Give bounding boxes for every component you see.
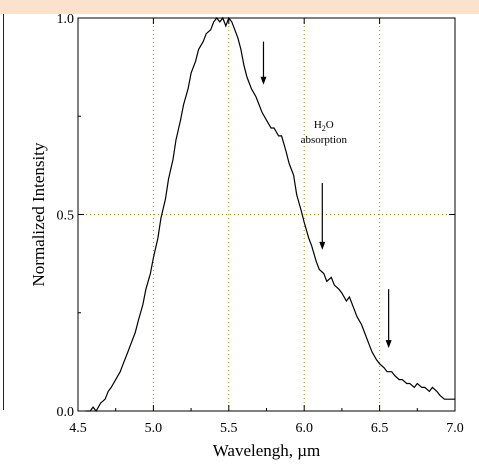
x-tick-label-1: 5.0: [145, 421, 163, 436]
tick-layer: 4.5 5.0 5.5 6.0 6.5 7.0 0.0 0.5 1.0: [57, 12, 464, 436]
x-tick-label-0: 4.5: [69, 421, 87, 436]
x-tick-label-3: 6.0: [295, 421, 313, 436]
series-line-intensity: [85, 16, 455, 413]
y-axis-title: Normalized Intensity: [29, 142, 48, 286]
header-band: [0, 0, 479, 14]
arrow-head-2: [385, 340, 392, 349]
grid-layer: [78, 18, 455, 411]
annotation-absorption: absorption: [301, 134, 348, 146]
left-panel-edge: [0, 14, 4, 410]
arrow-head-1: [319, 241, 326, 250]
x-tick-label-4: 6.5: [371, 421, 389, 436]
x-tick-label-5: 7.0: [446, 421, 464, 436]
x-axis-title: Wavelengh, µm: [213, 441, 321, 460]
x-tick-label-2: 5.5: [220, 421, 238, 436]
y-tick-label-2: 1.0: [57, 12, 75, 27]
arrow-0: [260, 41, 267, 85]
arrow-2: [385, 289, 392, 349]
y-tick-label-0: 0.0: [57, 405, 75, 420]
arrow-1: [319, 183, 326, 250]
arrow-layer: [260, 41, 392, 349]
annotation-h2o: H2O: [314, 119, 334, 133]
y-tick-label-1: 0.5: [57, 209, 75, 224]
arrow-head-0: [260, 76, 267, 85]
